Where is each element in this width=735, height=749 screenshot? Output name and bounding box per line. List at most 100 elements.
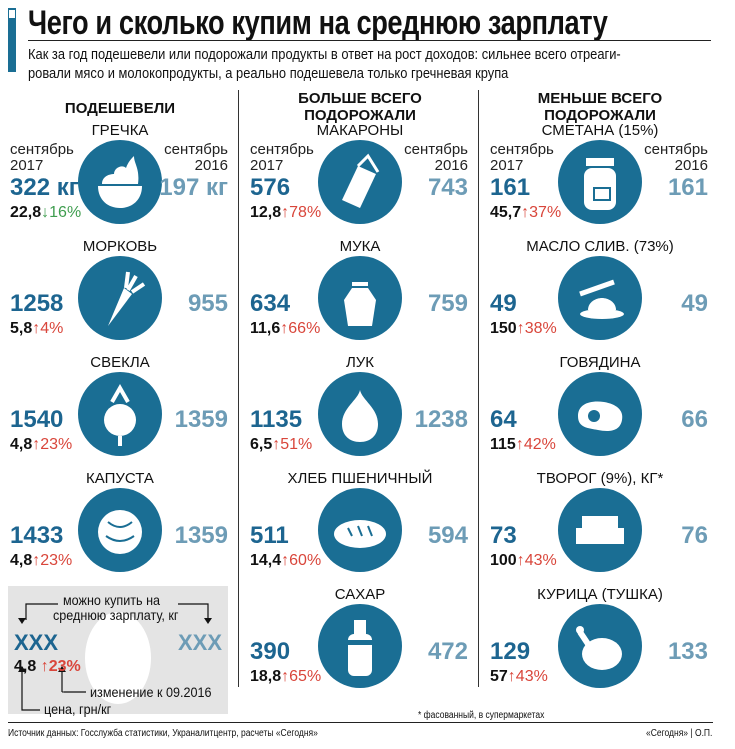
product-pasta: МАКАРОНЫ сентябрь 2017 сентябрь 2016 576 7… — [240, 122, 480, 238]
amount-2016: 66 — [681, 406, 708, 433]
amount-2016: 49 — [681, 290, 708, 317]
product-name: МАКАРОНЫ — [316, 122, 404, 139]
flour-sack-icon — [318, 256, 402, 340]
legend-2017-value: XXX — [14, 630, 59, 655]
column-heading: МЕНЬШЕ ВСЕГО ПОДОРОЖАЛИ — [480, 90, 720, 124]
amount-2017: 576 — [250, 174, 291, 201]
amount-2016: 759 — [427, 290, 468, 317]
heading-line: БОЛЬШЕ ВСЕГО — [298, 90, 422, 107]
month-label: сентябрь — [10, 141, 74, 158]
price-change: 23% — [40, 552, 73, 569]
price-change: 38% — [524, 320, 557, 337]
label-2017: сентябрь 2017 — [250, 142, 314, 174]
price-change: 16% — [49, 204, 82, 221]
product-name: СМЕТАНА (15%) — [541, 122, 659, 139]
product-name: МОРКОВЬ — [82, 238, 158, 255]
heading-line: ПОДОРОЖАЛИ — [544, 107, 656, 124]
month-label: сентябрь — [404, 141, 468, 158]
heading-line: ПОДЕШЕВЕЛИ — [64, 100, 176, 117]
product-name: МУКА — [339, 238, 381, 255]
product-bowl: ГРЕЧКА сентябрь 2017 сентябрь 2016 322 кг … — [0, 122, 240, 238]
price: 4,8 — [10, 436, 33, 453]
garlic-onion-icon — [318, 372, 402, 456]
product-sugar-bottle: САХАР 390 472 18,8↑65% — [240, 586, 480, 702]
label-2016: сентябрь 2016 — [644, 142, 708, 174]
price-change: 43% — [524, 552, 557, 569]
butter-icon — [558, 256, 642, 340]
year-label: 2016 — [674, 157, 708, 174]
jar-icon — [558, 140, 642, 224]
arrow-up-icon: ↑ — [281, 552, 290, 569]
amount-2016: 161 — [667, 174, 708, 201]
product-name: САХАР — [334, 586, 386, 603]
product-cabbage: КАПУСТА 1433 1359 4,8↑23% — [0, 470, 240, 586]
product-chicken: КУРИЦА (ТУШКА) 129 133 57↑43% — [480, 586, 720, 702]
column-divider — [238, 90, 239, 687]
amount-2017: 634 — [250, 290, 291, 317]
product-name: ГРЕЧКА — [91, 122, 149, 139]
arrow-up-icon: ↑ — [32, 436, 41, 453]
amount-2017: 511 — [250, 522, 289, 549]
legend-caption: можно купить на — [63, 592, 161, 608]
amount-2016: 472 — [427, 638, 468, 665]
price: 6,5 — [250, 436, 273, 453]
price: 11,6 — [250, 320, 281, 337]
footer-divider — [8, 722, 713, 723]
year-label: 2016 — [194, 157, 228, 174]
amount-2016: 1359 — [174, 522, 228, 549]
arrow-up-icon: ↑ — [521, 204, 530, 221]
month-label: сентябрь — [250, 141, 314, 158]
price-change: 43% — [515, 668, 548, 685]
bread-icon — [318, 488, 402, 572]
label-2016: сентябрь 2016 — [404, 142, 468, 174]
title-accent-bar — [8, 8, 16, 72]
product-name: ГОВЯДИНА — [559, 354, 641, 371]
price: 22,8 — [10, 204, 42, 221]
year-label: 2016 — [434, 157, 468, 174]
cabbage-icon — [78, 488, 162, 572]
year-label: 2017 — [490, 157, 524, 174]
price: 45,7 — [490, 204, 522, 221]
pasta-icon — [318, 140, 402, 224]
arrow-up-icon: ↑ — [516, 320, 525, 337]
amount-2016: 1359 — [174, 406, 228, 433]
product-name: ТВОРОГ (9%), КГ* — [536, 470, 664, 487]
product-flour-sack: МУКА 634 759 11,6↑66% — [240, 238, 480, 354]
arrow-up-icon: ↑ — [280, 320, 289, 337]
legend-caption: среднюю зарплату, кг — [53, 607, 179, 623]
month-label: сентябрь — [164, 141, 228, 158]
price-change: 42% — [523, 436, 556, 453]
page-title: Чего и сколько купим на среднюю зарплату — [28, 4, 608, 42]
price-change: 66% — [288, 320, 321, 337]
amount-2017: 129 — [490, 638, 531, 665]
price-change: 4% — [40, 320, 64, 337]
arrow-down-icon: ↓ — [41, 204, 50, 221]
amount-2017: 390 — [250, 638, 291, 665]
amount-2016: 76 — [681, 522, 708, 549]
price: 12,8 — [250, 204, 282, 221]
sugar-bottle-icon — [318, 604, 402, 688]
footnote: * фасованный, в супермаркетах — [418, 710, 545, 721]
amount-2017: 1258 — [10, 290, 64, 317]
amount-2016: 1238 — [414, 406, 468, 433]
price: 4,8 — [10, 552, 33, 569]
amount-2016: 594 — [427, 522, 468, 549]
year-label: 2017 — [250, 157, 284, 174]
amount-2017: 49 — [490, 290, 517, 317]
subtitle-line: ровали мясо и молокопродукты, а реально … — [28, 65, 509, 82]
column-heading: БОЛЬШЕ ВСЕГО ПОДОРОЖАЛИ — [240, 90, 480, 124]
amount-2017: 1135 — [250, 406, 303, 433]
subtitle: Как за год подешевели или подорожали про… — [28, 45, 621, 83]
carrot-icon — [78, 256, 162, 340]
cottage-cheese-icon — [558, 488, 642, 572]
amount-2017: 64 — [490, 406, 517, 433]
heading-line: МЕНЬШЕ ВСЕГО — [537, 90, 663, 107]
price: 57 — [490, 668, 508, 685]
chicken-icon — [558, 604, 642, 688]
price-change: 23% — [40, 436, 73, 453]
column-divider — [478, 90, 479, 687]
price: 115 — [490, 436, 516, 453]
arrow-up-icon: ↑ — [507, 668, 516, 685]
price: 150 — [490, 320, 517, 337]
arrow-up-icon: ↑ — [281, 668, 290, 685]
